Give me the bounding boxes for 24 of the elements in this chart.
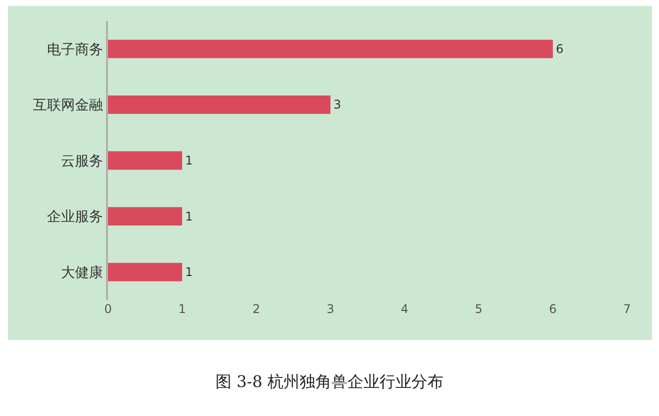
text: 图 3-8 杭州独角兽企业行业分布 [214,372,444,393]
y-tick-label: 企业服务 [47,209,104,226]
x-tick-label: 5 [474,302,483,316]
data-label: 3 [333,98,342,112]
x-tick-label: 7 [623,302,631,316]
y-tick-label: 大健康 [61,265,104,281]
bar [108,207,182,226]
y-tick-label: 电子商务 [47,42,104,58]
data-label: 1 [185,209,193,224]
x-tick-label: 2 [252,302,260,316]
bar [108,262,182,282]
bar [108,95,330,114]
y-tick-label: 互联网金融 [33,98,104,114]
data-label: 1 [185,154,193,168]
x-tick-label: 3 [326,302,334,316]
x-tick-label: 0 [104,302,112,316]
y-tick-label: 云服务 [61,153,104,170]
x-tick-label: 1 [178,302,186,316]
bar [108,40,553,58]
data-label: 1 [185,265,193,280]
data-label: 6 [556,42,564,56]
x-tick-label: 4 [400,302,408,316]
x-tick-label: 6 [549,302,557,316]
bar [108,151,182,170]
